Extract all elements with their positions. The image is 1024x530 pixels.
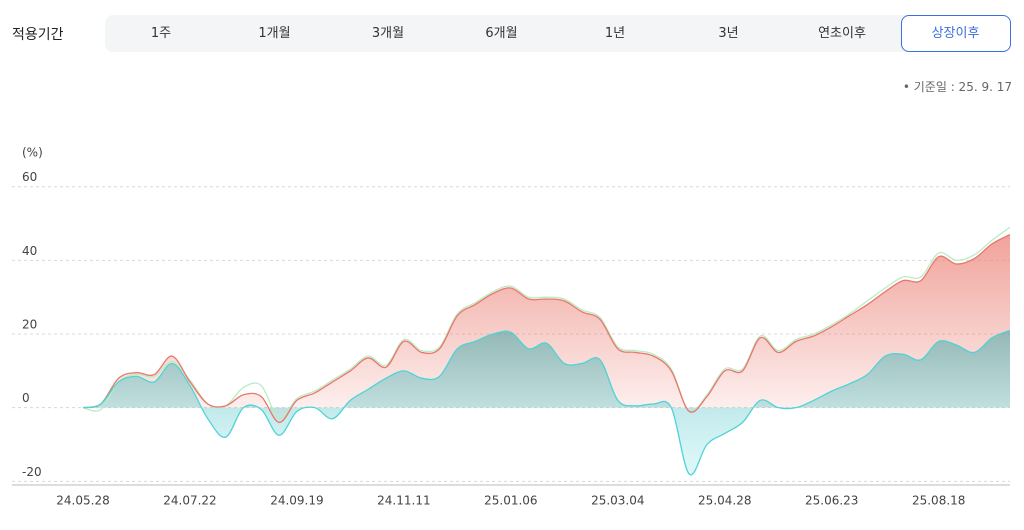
line <box>82 329 1011 476</box>
area <box>83 234 1010 423</box>
line <box>82 226 1011 420</box>
period-tab[interactable]: 1주 <box>150 26 172 41</box>
y-tick-label: 0 <box>22 391 30 405</box>
y-unit: (%) <box>22 146 43 160</box>
period-tab[interactable]: 연초이후 <box>818 26 866 41</box>
x-tick-label: 25.04.28 <box>698 494 751 508</box>
x-tick-label: 25.08.18 <box>912 494 965 508</box>
x-tick-label: 25.03.04 <box>591 494 644 508</box>
period-tab[interactable]: 3개월 <box>371 26 405 41</box>
period-tabs: 1주 1개월 3개월 6개월 1년 3년 연초이후 상장이후 <box>105 15 1011 52</box>
x-tick-label: 25.06.23 <box>805 494 858 508</box>
x-tick-label: 24.07.22 <box>163 494 216 508</box>
x-tick-label: 24.05.28 <box>56 494 109 508</box>
line <box>82 234 1011 424</box>
period-tab[interactable]: 1년 <box>604 26 626 41</box>
period-tab[interactable]: 상장이후 <box>900 15 1011 52</box>
x-tick-label: 25.01.06 <box>484 494 537 508</box>
y-tick-label: 40 <box>22 244 37 258</box>
y-tick-label: 20 <box>22 318 37 332</box>
x-tick-label: 24.09.19 <box>270 494 323 508</box>
reference-date-text: 기준일 : 25. 9. 17 <box>913 80 1012 94</box>
x-tick-label: 24.11.11 <box>377 494 430 508</box>
reference-date: • 기준일 : 25. 9. 17 <box>902 80 1012 94</box>
y-tick-label: -20 <box>22 465 42 479</box>
period-tab[interactable]: 3년 <box>718 26 739 41</box>
y-tick-label: 60 <box>22 170 37 184</box>
period-label: 적용기간 <box>12 27 64 43</box>
period-tab[interactable]: 6개월 <box>485 26 518 41</box>
period-tab[interactable]: 1개월 <box>258 26 291 41</box>
area <box>83 330 1010 475</box>
